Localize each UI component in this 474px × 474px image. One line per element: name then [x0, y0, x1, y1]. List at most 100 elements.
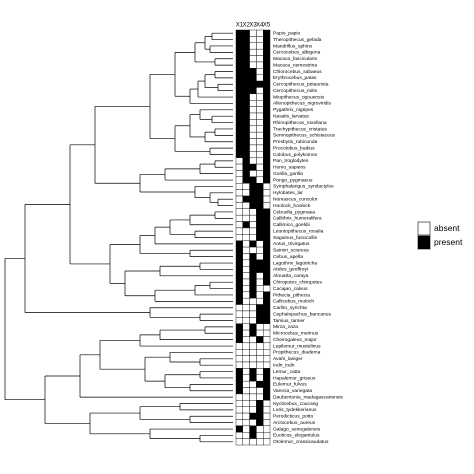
trait-cell [242, 355, 250, 363]
trait-cell [263, 93, 271, 101]
trait-cell [249, 304, 257, 312]
species-label: Varecia_variegata [273, 388, 312, 394]
species-label: Nasalis_larvatus [273, 113, 309, 119]
species-label: Cebuella_pygmaea [273, 209, 315, 215]
trait-cell [263, 310, 271, 318]
trait-cell [263, 266, 271, 273]
column-header: X3 [249, 23, 257, 29]
trait-cell [249, 138, 257, 146]
trait-cell [249, 323, 257, 331]
trait-cell [242, 278, 250, 286]
trait-cell [256, 400, 264, 407]
trait-cell [256, 48, 264, 56]
trait-cell [263, 317, 271, 324]
trait-cell [235, 87, 244, 95]
trait-cell [235, 80, 244, 88]
species-label: Chlorocebus_sabaeus [273, 69, 322, 75]
trait-cell [263, 42, 271, 50]
species-label: Indri_indri [273, 362, 294, 368]
trait-cell [242, 419, 250, 427]
trait-cell [256, 36, 264, 43]
trait-cell [249, 272, 257, 280]
trait-cell [256, 438, 264, 446]
trait-cell [249, 400, 257, 407]
species-label: Callimico_goeldii [273, 222, 310, 228]
trait-cell [256, 119, 264, 126]
trait-cell [256, 189, 264, 197]
species-label: Pongo_pygmaeus [273, 177, 313, 183]
trait-cell [235, 266, 244, 273]
trait-cell [235, 400, 244, 407]
trait-cell [249, 144, 257, 152]
column-header: X4 [256, 23, 264, 29]
trait-cell [242, 432, 250, 439]
trait-cell [256, 176, 264, 184]
trait-cell [249, 119, 257, 126]
trait-cell [242, 425, 250, 433]
trait-cell [235, 323, 244, 331]
trait-cell [256, 285, 264, 292]
trait-cell [249, 297, 257, 305]
species-label: Hoolock_hoolock [273, 203, 311, 209]
trait-cell [249, 29, 257, 37]
trait-cell [256, 221, 264, 229]
species-label: Macaca_nemestrina [273, 62, 317, 68]
trait-cell [235, 349, 244, 356]
trait-cell [235, 214, 244, 222]
trait-cell [256, 355, 264, 363]
trait-cell [263, 393, 271, 401]
trait-cell [249, 291, 257, 299]
trait-cell [256, 393, 264, 401]
trait-cell [249, 183, 257, 190]
trait-cell [263, 342, 271, 350]
trait-cell [256, 374, 264, 382]
trait-cell [242, 176, 250, 184]
trait-cell [235, 106, 244, 114]
trait-cell [242, 246, 250, 254]
trait-cell [235, 119, 244, 126]
trait-cell [242, 349, 250, 356]
trait-cell [242, 93, 250, 101]
trait-cell [235, 100, 244, 107]
trait-cell [256, 368, 264, 375]
trait-cell [256, 131, 264, 139]
trait-cell [242, 406, 250, 414]
trait-cell [256, 291, 264, 299]
trait-cell [263, 157, 271, 165]
trait-cell [263, 297, 271, 305]
trait-cell [242, 240, 250, 248]
trait-cell [263, 349, 271, 356]
species-label: Ateles_geoffroyi [273, 267, 308, 273]
trait-cell [256, 342, 264, 350]
trait-cell [242, 234, 250, 241]
trait-cell [249, 202, 257, 209]
trait-cell [235, 361, 244, 369]
trait-cell [235, 202, 244, 209]
trait-cell [263, 387, 271, 395]
trait-cell [263, 355, 271, 363]
species-label: Cephalopachus_bancanus [273, 311, 331, 317]
trait-cell [235, 48, 244, 56]
trait-cell [235, 240, 244, 248]
trait-cell [242, 36, 250, 43]
trait-cell [242, 393, 250, 401]
trait-cell [249, 342, 257, 350]
trait-cell [249, 87, 257, 95]
trait-cell [249, 227, 257, 235]
trait-cell [256, 61, 264, 69]
species-label: Euoticus_elegantulus [273, 433, 320, 439]
trait-cell [249, 278, 257, 286]
trait-cell [249, 55, 257, 63]
trait-cell [242, 80, 250, 88]
species-label: Callithrix_humeralifera [273, 216, 322, 222]
trait-cell [256, 202, 264, 209]
trait-cell [256, 329, 264, 337]
trait-cell [242, 183, 250, 190]
trait-cell [256, 68, 264, 75]
species-label: Cercopithecus_petaurista [273, 82, 329, 88]
trait-cell [242, 42, 250, 50]
trait-cell [235, 336, 244, 344]
trait-cell [263, 234, 271, 241]
trait-cell [235, 432, 244, 439]
species-label: Semnopithecus_schistaceus [273, 133, 336, 139]
